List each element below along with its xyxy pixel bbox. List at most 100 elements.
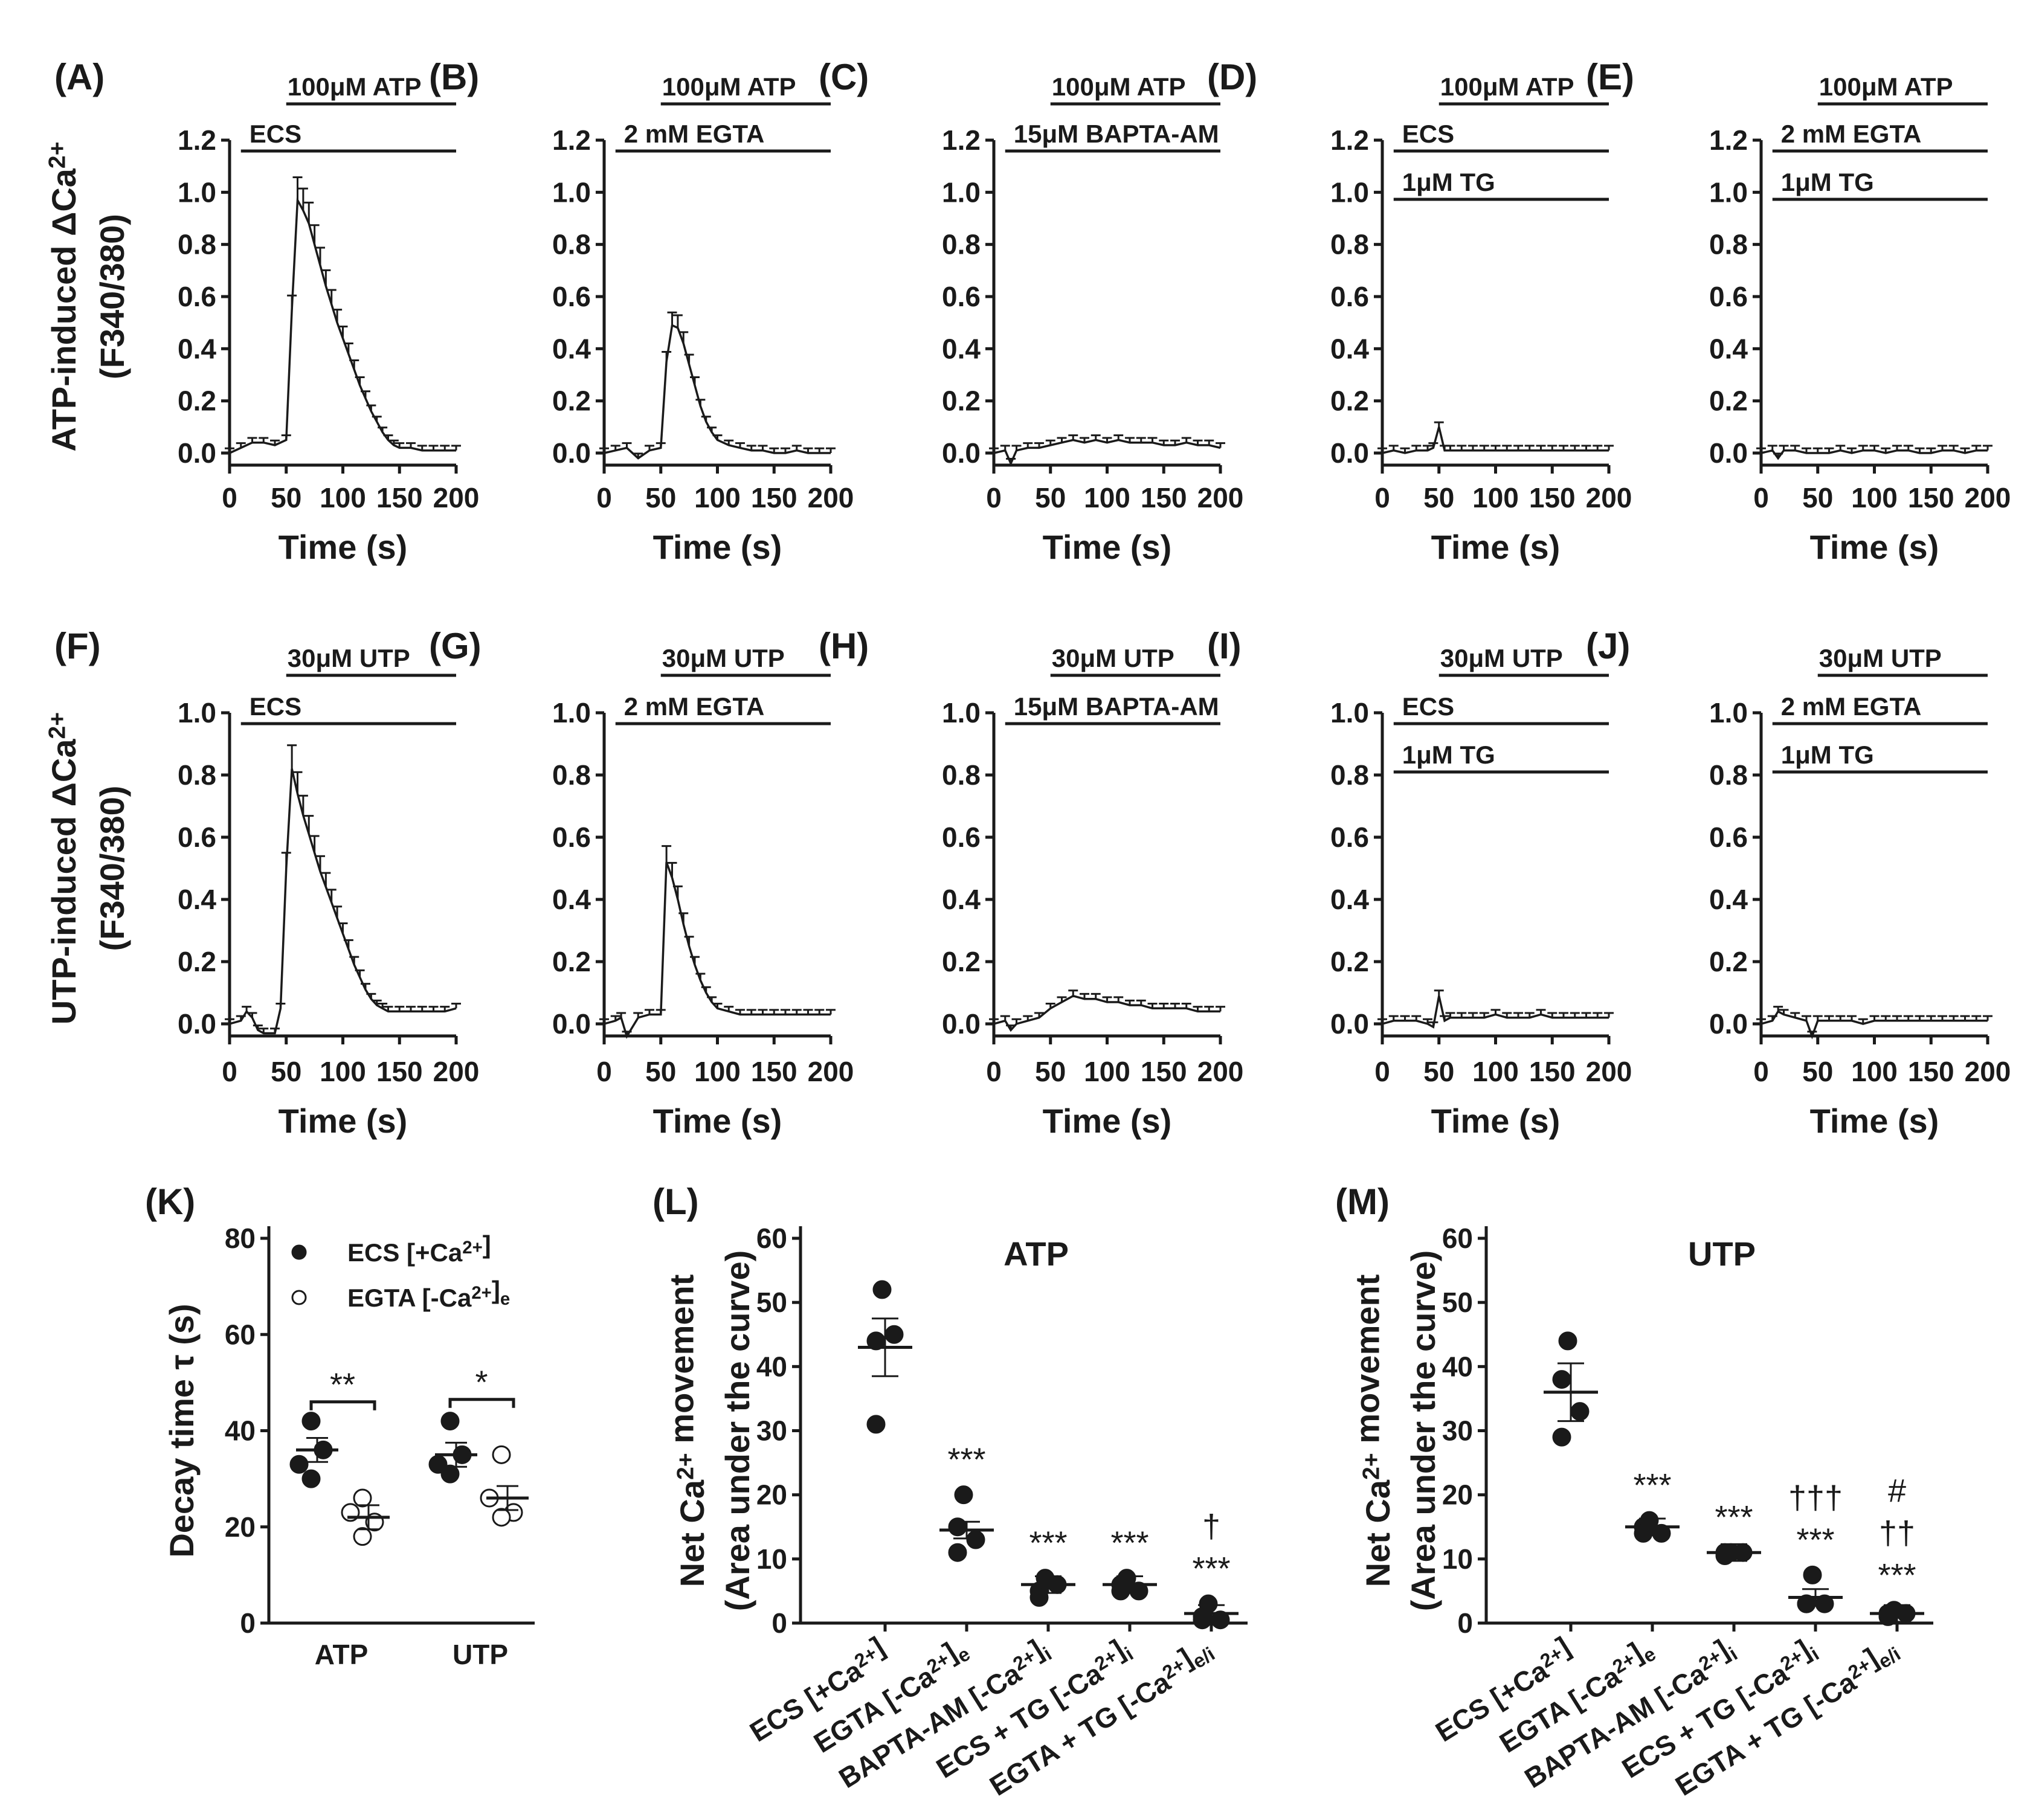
x-tick-label: 150 xyxy=(1141,482,1187,513)
y-tick-label: 0.4 xyxy=(1330,333,1369,364)
data-point xyxy=(1803,1565,1822,1584)
y-tick-label: 1.0 xyxy=(1330,697,1369,728)
x-tick-label: 100 xyxy=(1084,1056,1130,1087)
x-tick-label: 150 xyxy=(376,1056,423,1087)
x-tick-label: 150 xyxy=(1141,1056,1187,1087)
y-tick-label: 40 xyxy=(1442,1351,1473,1382)
significance-label: *** xyxy=(947,1442,985,1478)
y-tick-label: 30 xyxy=(1442,1415,1473,1447)
significance-label: †† xyxy=(1879,1515,1915,1551)
x-tick-label: 0 xyxy=(986,1056,1002,1087)
panel-L: (L) ATP 0 10 20 30 40 50 60 Net Ca2+ movement (Are… xyxy=(652,1182,1248,1802)
x-tick-label: 100 xyxy=(1472,482,1519,513)
y-tick-label: 0.8 xyxy=(178,229,216,260)
y-tick-label: 1.0 xyxy=(1709,176,1748,208)
panel-label: (F) xyxy=(54,626,101,666)
y-tick-label: 0.8 xyxy=(1709,229,1748,260)
x-tick-label: 100 xyxy=(320,1056,366,1087)
treatment-label: ECS xyxy=(1402,120,1454,148)
treatment-label: 30μM UTP xyxy=(1819,644,1942,672)
y-tick-label: 1.0 xyxy=(942,697,981,728)
x-tick-label: 100 xyxy=(1472,1056,1519,1087)
x-axis-title: Time (s) xyxy=(1431,1102,1561,1140)
x-tick-label: 200 xyxy=(808,1056,854,1087)
significance-label: *** xyxy=(1633,1467,1671,1503)
x-tick-label: 0 xyxy=(596,482,612,513)
panel-label: (C) xyxy=(819,57,869,97)
x-tick-label: 0 xyxy=(1753,482,1769,513)
x-tick-label: 150 xyxy=(1908,1056,1954,1087)
x-tick-label: 100 xyxy=(1851,482,1898,513)
treatment-label: 15μM BAPTA-AM xyxy=(1014,692,1219,721)
y-tick-label: 0.8 xyxy=(552,759,591,791)
x-tick-label: 50 xyxy=(645,482,676,513)
y-tick-label: 0.4 xyxy=(178,333,216,364)
y-tick-label: 0 xyxy=(1457,1607,1473,1639)
y-tick-label: 1.0 xyxy=(942,176,981,208)
x-tick-label: 200 xyxy=(1586,1056,1632,1087)
y-tick-label: 0.8 xyxy=(942,229,981,260)
x-axis-title: Time (s) xyxy=(653,528,782,566)
y-tick-label: 1.2 xyxy=(552,124,591,156)
scatter-panels: (K) 0 20 40 60 80 Decay time τ (s) ATP UTP ECS [+… xyxy=(145,1182,1933,1802)
data-point-filled xyxy=(289,1455,309,1474)
data-point xyxy=(1570,1402,1590,1421)
data-point xyxy=(1552,1427,1571,1447)
panel-M: (M) UTP 0 10 20 30 40 50 60 Net Ca2+ movement (Are… xyxy=(1335,1182,1933,1802)
treatment-label: ECS xyxy=(250,692,301,721)
treatment-label: 1μM TG xyxy=(1402,168,1495,196)
mean-trace xyxy=(993,439,1221,466)
y-tick-label: 0.0 xyxy=(552,437,591,469)
y-tick-label: 0.4 xyxy=(942,333,981,364)
x-tick-label: 200 xyxy=(1197,1056,1244,1087)
x-tick-label: 100 xyxy=(1084,482,1130,513)
data-point xyxy=(1552,1370,1571,1389)
data-point-open xyxy=(492,1445,511,1464)
treatment-label: 2 mM EGTA xyxy=(624,120,765,148)
x-tick-label: 50 xyxy=(271,1056,301,1087)
mean-trace xyxy=(229,768,457,1035)
y-tick-label: 1.0 xyxy=(552,697,591,728)
x-axis-title: Time (s) xyxy=(1431,528,1561,566)
significance-label: # xyxy=(1888,1473,1906,1509)
y-tick-label: 0.0 xyxy=(178,1008,216,1040)
x-tick-label: 50 xyxy=(1802,1056,1833,1087)
y-tick-label: 1.2 xyxy=(178,124,216,156)
data-point-open xyxy=(353,1488,372,1508)
treatment-label: 2 mM EGTA xyxy=(624,692,765,721)
treatment-label: 100μM ATP xyxy=(1440,72,1574,101)
data-point-filled xyxy=(440,1412,460,1431)
y-tick-label: 0.6 xyxy=(1330,822,1369,853)
panel-D: (D) 100μM ATP ECS 1μM TG 0.0 0.2 0.4 0.6 0.8 1.0 1… xyxy=(1207,57,1632,566)
y-tick-label: 1.2 xyxy=(1709,124,1748,156)
y-tick-label: 0.2 xyxy=(552,946,591,977)
y-tick-label: 20 xyxy=(225,1511,256,1543)
panel-label: (G) xyxy=(429,626,482,666)
y-tick-label: 0.4 xyxy=(942,884,981,915)
panel-label: (J) xyxy=(1586,626,1630,666)
y-tick-label: 0.2 xyxy=(942,385,981,417)
x-tick-label: 50 xyxy=(1423,1056,1454,1087)
x-tick-label: 150 xyxy=(1529,482,1576,513)
x-tick-label: 200 xyxy=(433,1056,480,1087)
treatment-label: 30μM UTP xyxy=(288,644,410,672)
y-tick-label: 0.2 xyxy=(1709,946,1748,977)
panel-F: (F) 30μM UTP ECS 0.0 0.2 0.4 0.6 0.8 1.0 0 50 100 15… xyxy=(44,626,479,1140)
y-tick-label: 0.4 xyxy=(552,333,591,364)
x-axis-title: Time (s) xyxy=(1043,528,1172,566)
treatment-label: 30μM UTP xyxy=(662,644,785,672)
y-tick-label: 0.2 xyxy=(178,946,216,977)
y-tick-label: 0.8 xyxy=(1709,759,1748,791)
significance-label: *** xyxy=(1029,1525,1067,1561)
y-axis-title: Net Ca2+ movement xyxy=(1348,1275,1397,1587)
y-tick-label: 0.6 xyxy=(1330,281,1369,312)
y-tick-label: 1.0 xyxy=(178,697,216,728)
legend-marker-filled xyxy=(291,1244,307,1260)
significance-label: *** xyxy=(1796,1522,1834,1558)
x-tick-label: 50 xyxy=(1035,1056,1066,1087)
panel-title: UTP xyxy=(1688,1235,1756,1273)
x-category-label: UTP xyxy=(453,1639,508,1670)
y-tick-label: 0.4 xyxy=(1330,884,1369,915)
y-axis-title-units: (Area under the curve) xyxy=(1404,1250,1442,1612)
x-tick-label: 150 xyxy=(1908,482,1954,513)
